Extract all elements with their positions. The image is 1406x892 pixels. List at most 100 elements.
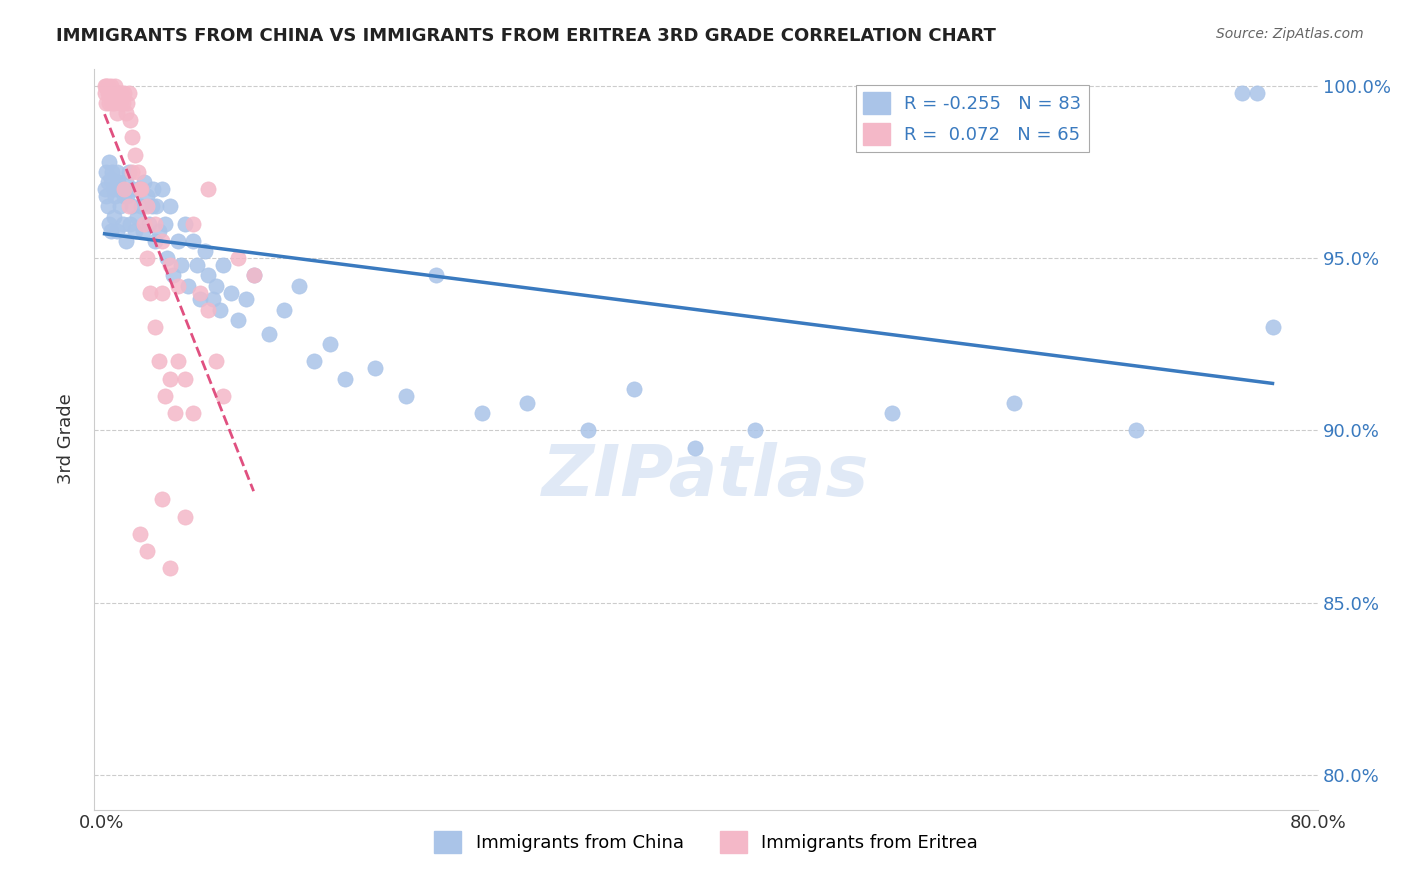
Point bbox=[97, 175, 120, 189]
Point bbox=[94, 189, 117, 203]
Point bbox=[111, 95, 134, 110]
Point bbox=[150, 234, 173, 248]
Point bbox=[273, 302, 295, 317]
Point bbox=[125, 210, 148, 224]
Point bbox=[190, 293, 212, 307]
Point bbox=[197, 268, 219, 283]
Legend: R = -0.255   N = 83, R =  0.072   N = 65: R = -0.255 N = 83, R = 0.072 N = 65 bbox=[856, 85, 1088, 153]
Point bbox=[155, 389, 177, 403]
Point bbox=[112, 86, 135, 100]
Point bbox=[105, 86, 128, 100]
Point bbox=[132, 175, 155, 189]
Point bbox=[104, 78, 127, 93]
Point bbox=[97, 199, 120, 213]
Point bbox=[159, 258, 181, 272]
Point bbox=[177, 278, 200, 293]
Point bbox=[159, 199, 181, 213]
Point bbox=[1230, 86, 1253, 100]
Point bbox=[166, 354, 188, 368]
Point bbox=[318, 337, 340, 351]
Point bbox=[98, 154, 121, 169]
Point bbox=[1246, 86, 1268, 100]
Point bbox=[1261, 320, 1284, 334]
Point bbox=[120, 113, 142, 128]
Point bbox=[143, 217, 166, 231]
Point bbox=[425, 268, 447, 283]
Point bbox=[110, 86, 132, 100]
Point bbox=[121, 130, 143, 145]
Point bbox=[105, 223, 128, 237]
Point bbox=[174, 509, 197, 524]
Point bbox=[471, 406, 494, 420]
Point bbox=[516, 396, 538, 410]
Point bbox=[174, 372, 197, 386]
Point bbox=[1125, 424, 1147, 438]
Point bbox=[174, 217, 197, 231]
Point bbox=[333, 372, 356, 386]
Point bbox=[93, 86, 115, 100]
Text: Source: ZipAtlas.com: Source: ZipAtlas.com bbox=[1216, 27, 1364, 41]
Point bbox=[204, 278, 226, 293]
Point bbox=[98, 95, 121, 110]
Point bbox=[118, 86, 141, 100]
Point bbox=[197, 302, 219, 317]
Point bbox=[112, 182, 135, 196]
Point bbox=[103, 182, 125, 196]
Point bbox=[108, 95, 131, 110]
Point bbox=[190, 285, 212, 300]
Point bbox=[212, 258, 235, 272]
Point bbox=[181, 217, 204, 231]
Point bbox=[257, 326, 280, 341]
Point bbox=[163, 406, 186, 420]
Point bbox=[121, 199, 143, 213]
Point bbox=[105, 165, 128, 179]
Point bbox=[143, 320, 166, 334]
Point bbox=[107, 86, 129, 100]
Point bbox=[150, 182, 173, 196]
Point bbox=[288, 278, 311, 293]
Point bbox=[117, 189, 139, 203]
Point bbox=[162, 268, 184, 283]
Point bbox=[129, 199, 152, 213]
Point bbox=[204, 354, 226, 368]
Point bbox=[124, 147, 146, 161]
Point bbox=[94, 78, 117, 93]
Point bbox=[201, 293, 224, 307]
Point bbox=[117, 95, 139, 110]
Point bbox=[97, 78, 120, 93]
Point bbox=[1002, 396, 1025, 410]
Point bbox=[228, 313, 250, 327]
Point bbox=[304, 354, 326, 368]
Point bbox=[129, 182, 152, 196]
Point bbox=[115, 175, 138, 189]
Point bbox=[623, 382, 645, 396]
Point bbox=[228, 251, 250, 265]
Point bbox=[219, 285, 242, 300]
Point bbox=[128, 182, 150, 196]
Point bbox=[181, 234, 204, 248]
Point bbox=[186, 258, 208, 272]
Point bbox=[103, 86, 125, 100]
Point bbox=[115, 106, 138, 120]
Point bbox=[103, 210, 125, 224]
Point bbox=[136, 544, 159, 558]
Point bbox=[364, 361, 387, 376]
Point bbox=[136, 199, 159, 213]
Point bbox=[142, 182, 165, 196]
Point bbox=[100, 171, 122, 186]
Point bbox=[128, 526, 150, 541]
Text: ZIPatlas: ZIPatlas bbox=[543, 442, 870, 510]
Point bbox=[197, 182, 219, 196]
Point bbox=[100, 86, 122, 100]
Point bbox=[209, 302, 232, 317]
Point bbox=[115, 234, 138, 248]
Point bbox=[101, 95, 124, 110]
Point bbox=[145, 199, 167, 213]
Point bbox=[121, 165, 143, 179]
Point bbox=[97, 86, 120, 100]
Point bbox=[148, 354, 170, 368]
Point bbox=[169, 258, 191, 272]
Point bbox=[139, 285, 162, 300]
Point bbox=[132, 217, 155, 231]
Point bbox=[103, 95, 125, 110]
